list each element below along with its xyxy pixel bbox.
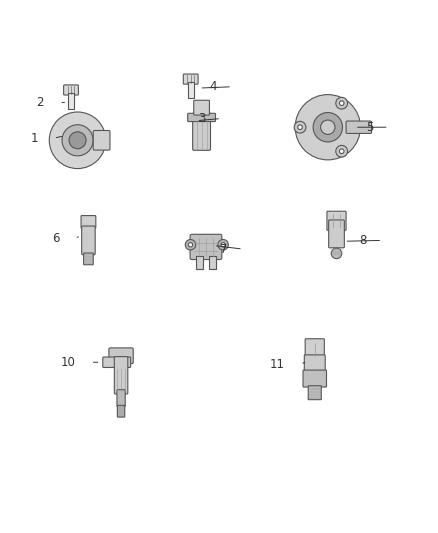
FancyBboxPatch shape: [187, 114, 215, 122]
Text: 1: 1: [31, 132, 39, 144]
Circle shape: [221, 243, 225, 247]
Text: 11: 11: [270, 358, 285, 371]
Text: 7: 7: [220, 243, 228, 256]
Text: 4: 4: [209, 80, 217, 93]
FancyBboxPatch shape: [109, 348, 133, 364]
Circle shape: [321, 120, 335, 134]
FancyBboxPatch shape: [82, 226, 95, 255]
Circle shape: [331, 248, 342, 259]
Bar: [188, 83, 194, 98]
FancyBboxPatch shape: [327, 211, 346, 230]
FancyBboxPatch shape: [194, 100, 209, 115]
Text: 5: 5: [366, 121, 374, 134]
Bar: [196, 256, 203, 269]
Circle shape: [339, 149, 344, 154]
Circle shape: [339, 101, 344, 106]
FancyBboxPatch shape: [81, 215, 96, 228]
FancyBboxPatch shape: [190, 235, 222, 260]
Circle shape: [62, 125, 93, 156]
Circle shape: [49, 112, 106, 168]
FancyBboxPatch shape: [93, 131, 110, 150]
Circle shape: [313, 112, 343, 142]
Text: 2: 2: [36, 96, 44, 109]
FancyBboxPatch shape: [117, 405, 125, 417]
Text: 10: 10: [60, 356, 75, 369]
FancyBboxPatch shape: [117, 390, 125, 407]
FancyBboxPatch shape: [103, 357, 131, 367]
Text: 3: 3: [198, 112, 206, 125]
FancyBboxPatch shape: [84, 253, 93, 265]
Text: 8: 8: [360, 234, 367, 247]
FancyBboxPatch shape: [304, 355, 325, 372]
Circle shape: [69, 132, 86, 149]
FancyBboxPatch shape: [346, 121, 371, 133]
Bar: [68, 93, 74, 109]
FancyBboxPatch shape: [308, 386, 321, 400]
FancyBboxPatch shape: [64, 85, 78, 95]
FancyBboxPatch shape: [305, 339, 324, 359]
Circle shape: [298, 125, 302, 130]
Circle shape: [336, 146, 348, 157]
Circle shape: [336, 98, 348, 109]
Circle shape: [295, 94, 360, 160]
Circle shape: [294, 122, 306, 133]
Text: 6: 6: [52, 232, 59, 245]
Circle shape: [188, 243, 193, 247]
FancyBboxPatch shape: [193, 113, 211, 150]
FancyBboxPatch shape: [303, 370, 326, 387]
Circle shape: [185, 239, 196, 250]
Bar: [209, 256, 216, 269]
FancyBboxPatch shape: [328, 220, 344, 248]
Circle shape: [218, 239, 228, 250]
FancyBboxPatch shape: [114, 357, 128, 394]
FancyBboxPatch shape: [184, 74, 198, 84]
